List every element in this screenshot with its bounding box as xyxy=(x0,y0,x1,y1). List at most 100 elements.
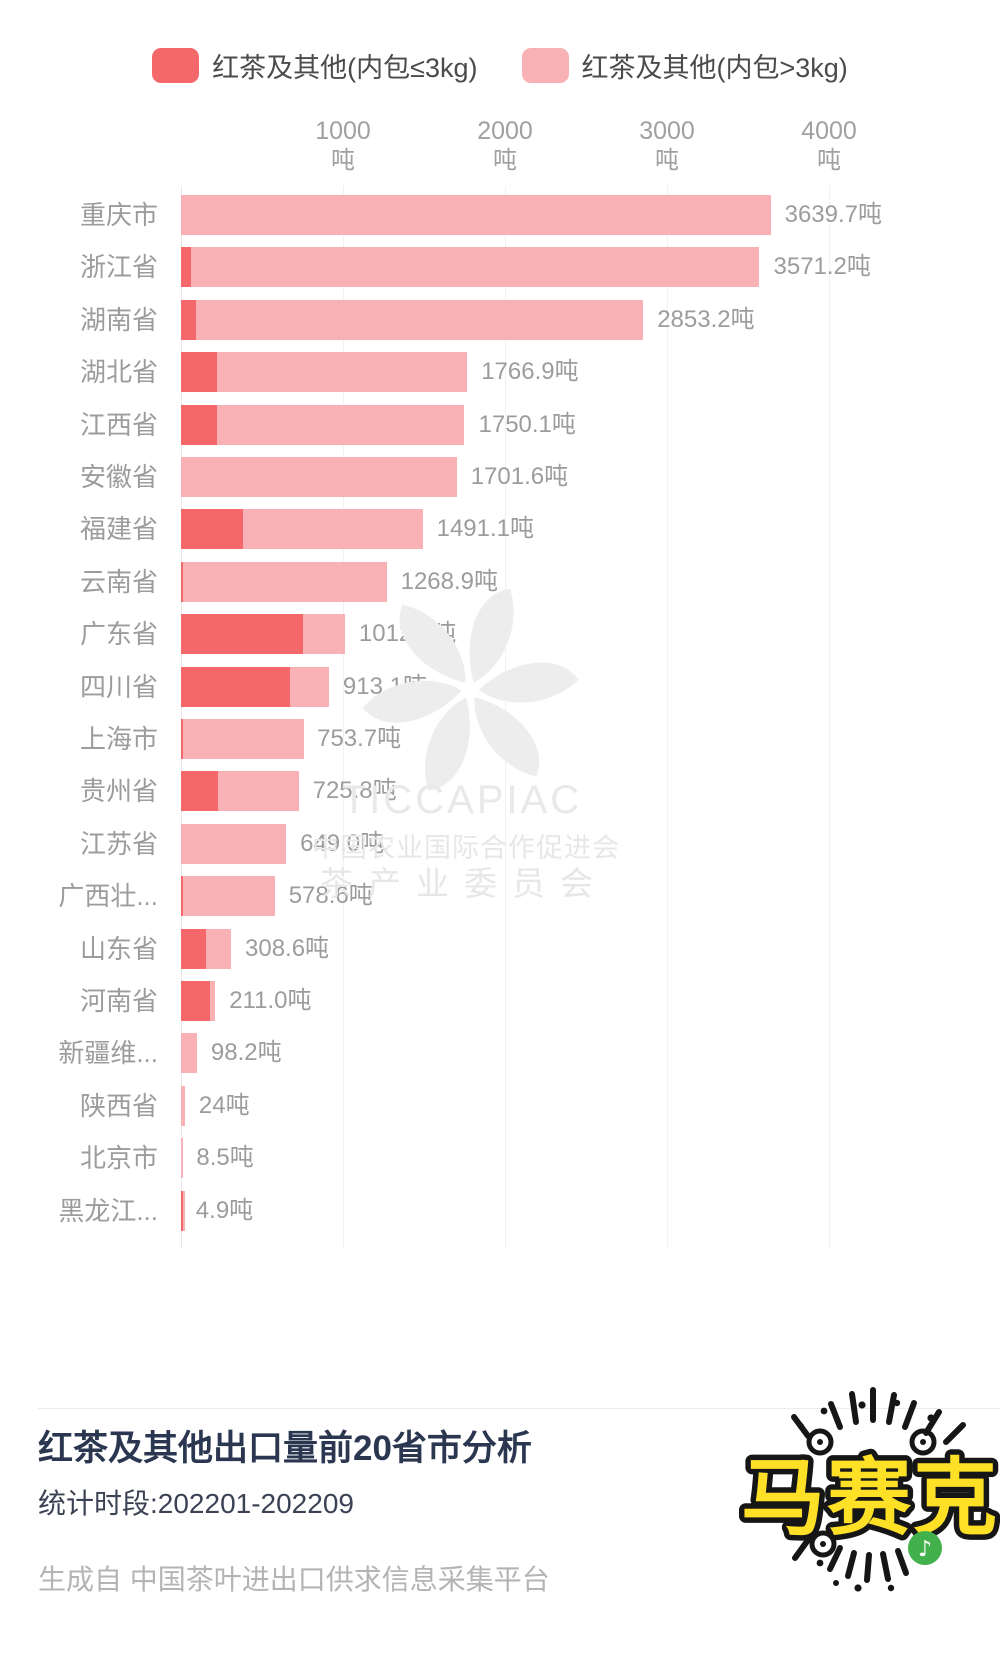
burst-rays xyxy=(791,1387,966,1583)
category-label: 广东省 xyxy=(79,619,158,650)
value-label: 211.0吨 xyxy=(229,987,312,1014)
plot-area: 1000 吨 2000 吨 3000 吨 4000 吨重庆市 3639.7吨 浙江省 3571.2吨… xyxy=(58,117,882,1248)
bar-segment-gt3kg xyxy=(181,1085,185,1126)
value-label: 308.6吨 xyxy=(245,934,330,962)
legend-label: 红茶及其他(内包>3kg) xyxy=(581,53,848,83)
bar-segment-le3kg xyxy=(181,614,304,655)
legend-item-1[interactable]: 红茶及其他(内包>3kg) xyxy=(521,46,848,85)
category-label: 安徽省 xyxy=(79,462,158,492)
category-label: 陕西省 xyxy=(79,1090,158,1121)
bar-segment-gt3kg xyxy=(182,719,304,759)
bar-黑龙江... xyxy=(181,1190,185,1231)
bar-segment-le3kg xyxy=(181,876,183,917)
category-label: 湖北省 xyxy=(79,357,158,388)
gridline xyxy=(829,186,830,1248)
burst-circle-dots xyxy=(817,1439,926,1547)
x-tick-label: 3000 吨 xyxy=(639,117,695,174)
value-label: 3639.7吨 xyxy=(784,201,882,228)
bar-segment-le3kg xyxy=(181,1190,183,1231)
category-label: 新疆维... xyxy=(58,1038,158,1069)
bar-segment-le3kg xyxy=(181,247,191,288)
bar-湖北省 xyxy=(181,352,468,393)
bar-segment-le3kg xyxy=(181,352,217,393)
bar-segment-le3kg xyxy=(181,404,217,445)
bar-江苏省 xyxy=(181,823,287,864)
category-label: 河南省 xyxy=(79,986,158,1016)
category-label: 云南省 xyxy=(79,566,158,597)
category-label: 山东省 xyxy=(79,933,158,964)
value-label: 1491.1吨 xyxy=(436,515,534,543)
bar-segment-gt3kg xyxy=(210,981,216,1021)
legend: 红茶及其他(内包≤3kg) 红茶及其他(内包>3kg) xyxy=(0,46,1000,85)
value-label: 1012.0吨 xyxy=(358,620,457,648)
legend-item-0[interactable]: 红茶及其他(内包≤3kg) xyxy=(152,46,478,85)
bar-segment-gt3kg xyxy=(206,928,231,969)
bar-segment-gt3kg xyxy=(217,771,299,812)
bar-segment-gt3kg xyxy=(181,195,771,235)
bar-上海市 xyxy=(181,719,304,759)
value-label: 98.2吨 xyxy=(210,1039,282,1067)
category-label: 广西壮... xyxy=(58,881,158,912)
source-caption: 生成自 中国茶叶进出口供求信息采集平台 xyxy=(38,1564,550,1595)
value-label: 4.9吨 xyxy=(195,1196,254,1224)
value-label: 1766.9吨 xyxy=(481,358,579,386)
category-label: 福建省 xyxy=(79,514,158,545)
value-label: 753.7吨 xyxy=(317,725,402,752)
gridline xyxy=(343,186,344,1248)
bar-贵州省 xyxy=(181,771,299,812)
burst-dots xyxy=(798,1399,935,1592)
bar-重庆市 xyxy=(181,195,771,235)
x-tick-label: 2000 吨 xyxy=(477,117,533,174)
category-label: 北京市 xyxy=(79,1143,158,1174)
value-label: 913.1吨 xyxy=(342,672,427,700)
value-label: 8.5吨 xyxy=(196,1144,254,1172)
bar-segment-le3kg xyxy=(181,719,183,759)
stat-period: 统计时段:202201-202209 xyxy=(38,1488,354,1519)
category-label: 重庆市 xyxy=(79,200,158,230)
x-tick-label: 4000 吨 xyxy=(801,117,857,174)
bar-福建省 xyxy=(181,509,423,550)
bar-安徽省 xyxy=(181,457,457,497)
douyin-badge xyxy=(908,1531,942,1565)
y-axis-line xyxy=(181,186,182,1248)
gridline xyxy=(505,186,506,1248)
bar-segment-le3kg xyxy=(181,981,211,1021)
bar-segment-le3kg xyxy=(181,928,207,969)
bar-湖南省 xyxy=(181,299,644,340)
bar-segment-gt3kg xyxy=(195,299,644,340)
bar-segment-gt3kg xyxy=(242,509,423,550)
bar-segment-gt3kg xyxy=(181,1033,197,1074)
gridline xyxy=(667,186,668,1248)
music-note-icon: ♪ xyxy=(918,1537,932,1562)
burst-circles xyxy=(806,1428,937,1558)
bar-云南省 xyxy=(181,561,388,602)
bar-北京市 xyxy=(181,1138,183,1179)
bar-新疆维... xyxy=(181,1033,197,1074)
bar-四川省 xyxy=(181,666,329,707)
bar-陕西省 xyxy=(181,1085,185,1126)
value-label: 24吨 xyxy=(198,1091,250,1119)
category-label: 上海市 xyxy=(79,724,158,754)
value-label: 649.0吨 xyxy=(300,829,385,857)
value-label: 578.6吨 xyxy=(288,882,373,910)
sticker-text: 马赛克 xyxy=(741,1451,999,1545)
bar-segment-gt3kg xyxy=(289,666,329,707)
legend-label: 红茶及其他(内包≤3kg) xyxy=(212,53,478,83)
bar-segment-le3kg xyxy=(181,299,196,340)
bar-segment-le3kg xyxy=(181,509,243,550)
value-label: 1268.9吨 xyxy=(400,567,498,595)
divider xyxy=(38,1408,1000,1409)
bar-segment-le3kg xyxy=(181,666,290,707)
bar-segment-le3kg xyxy=(181,771,218,812)
page-title: 红茶及其他出口量前20省市分析 xyxy=(38,1429,532,1468)
value-label: 2853.2吨 xyxy=(657,305,755,333)
bar-浙江省 xyxy=(181,247,760,288)
category-label: 湖南省 xyxy=(79,304,158,335)
bar-segment-gt3kg xyxy=(181,823,287,864)
bar-segment-le3kg xyxy=(181,561,183,602)
value-label: 1750.1吨 xyxy=(478,410,576,438)
bar-segment-gt3kg xyxy=(216,404,465,445)
bar-segment-gt3kg xyxy=(181,1138,183,1179)
legend-swatch xyxy=(152,48,200,83)
